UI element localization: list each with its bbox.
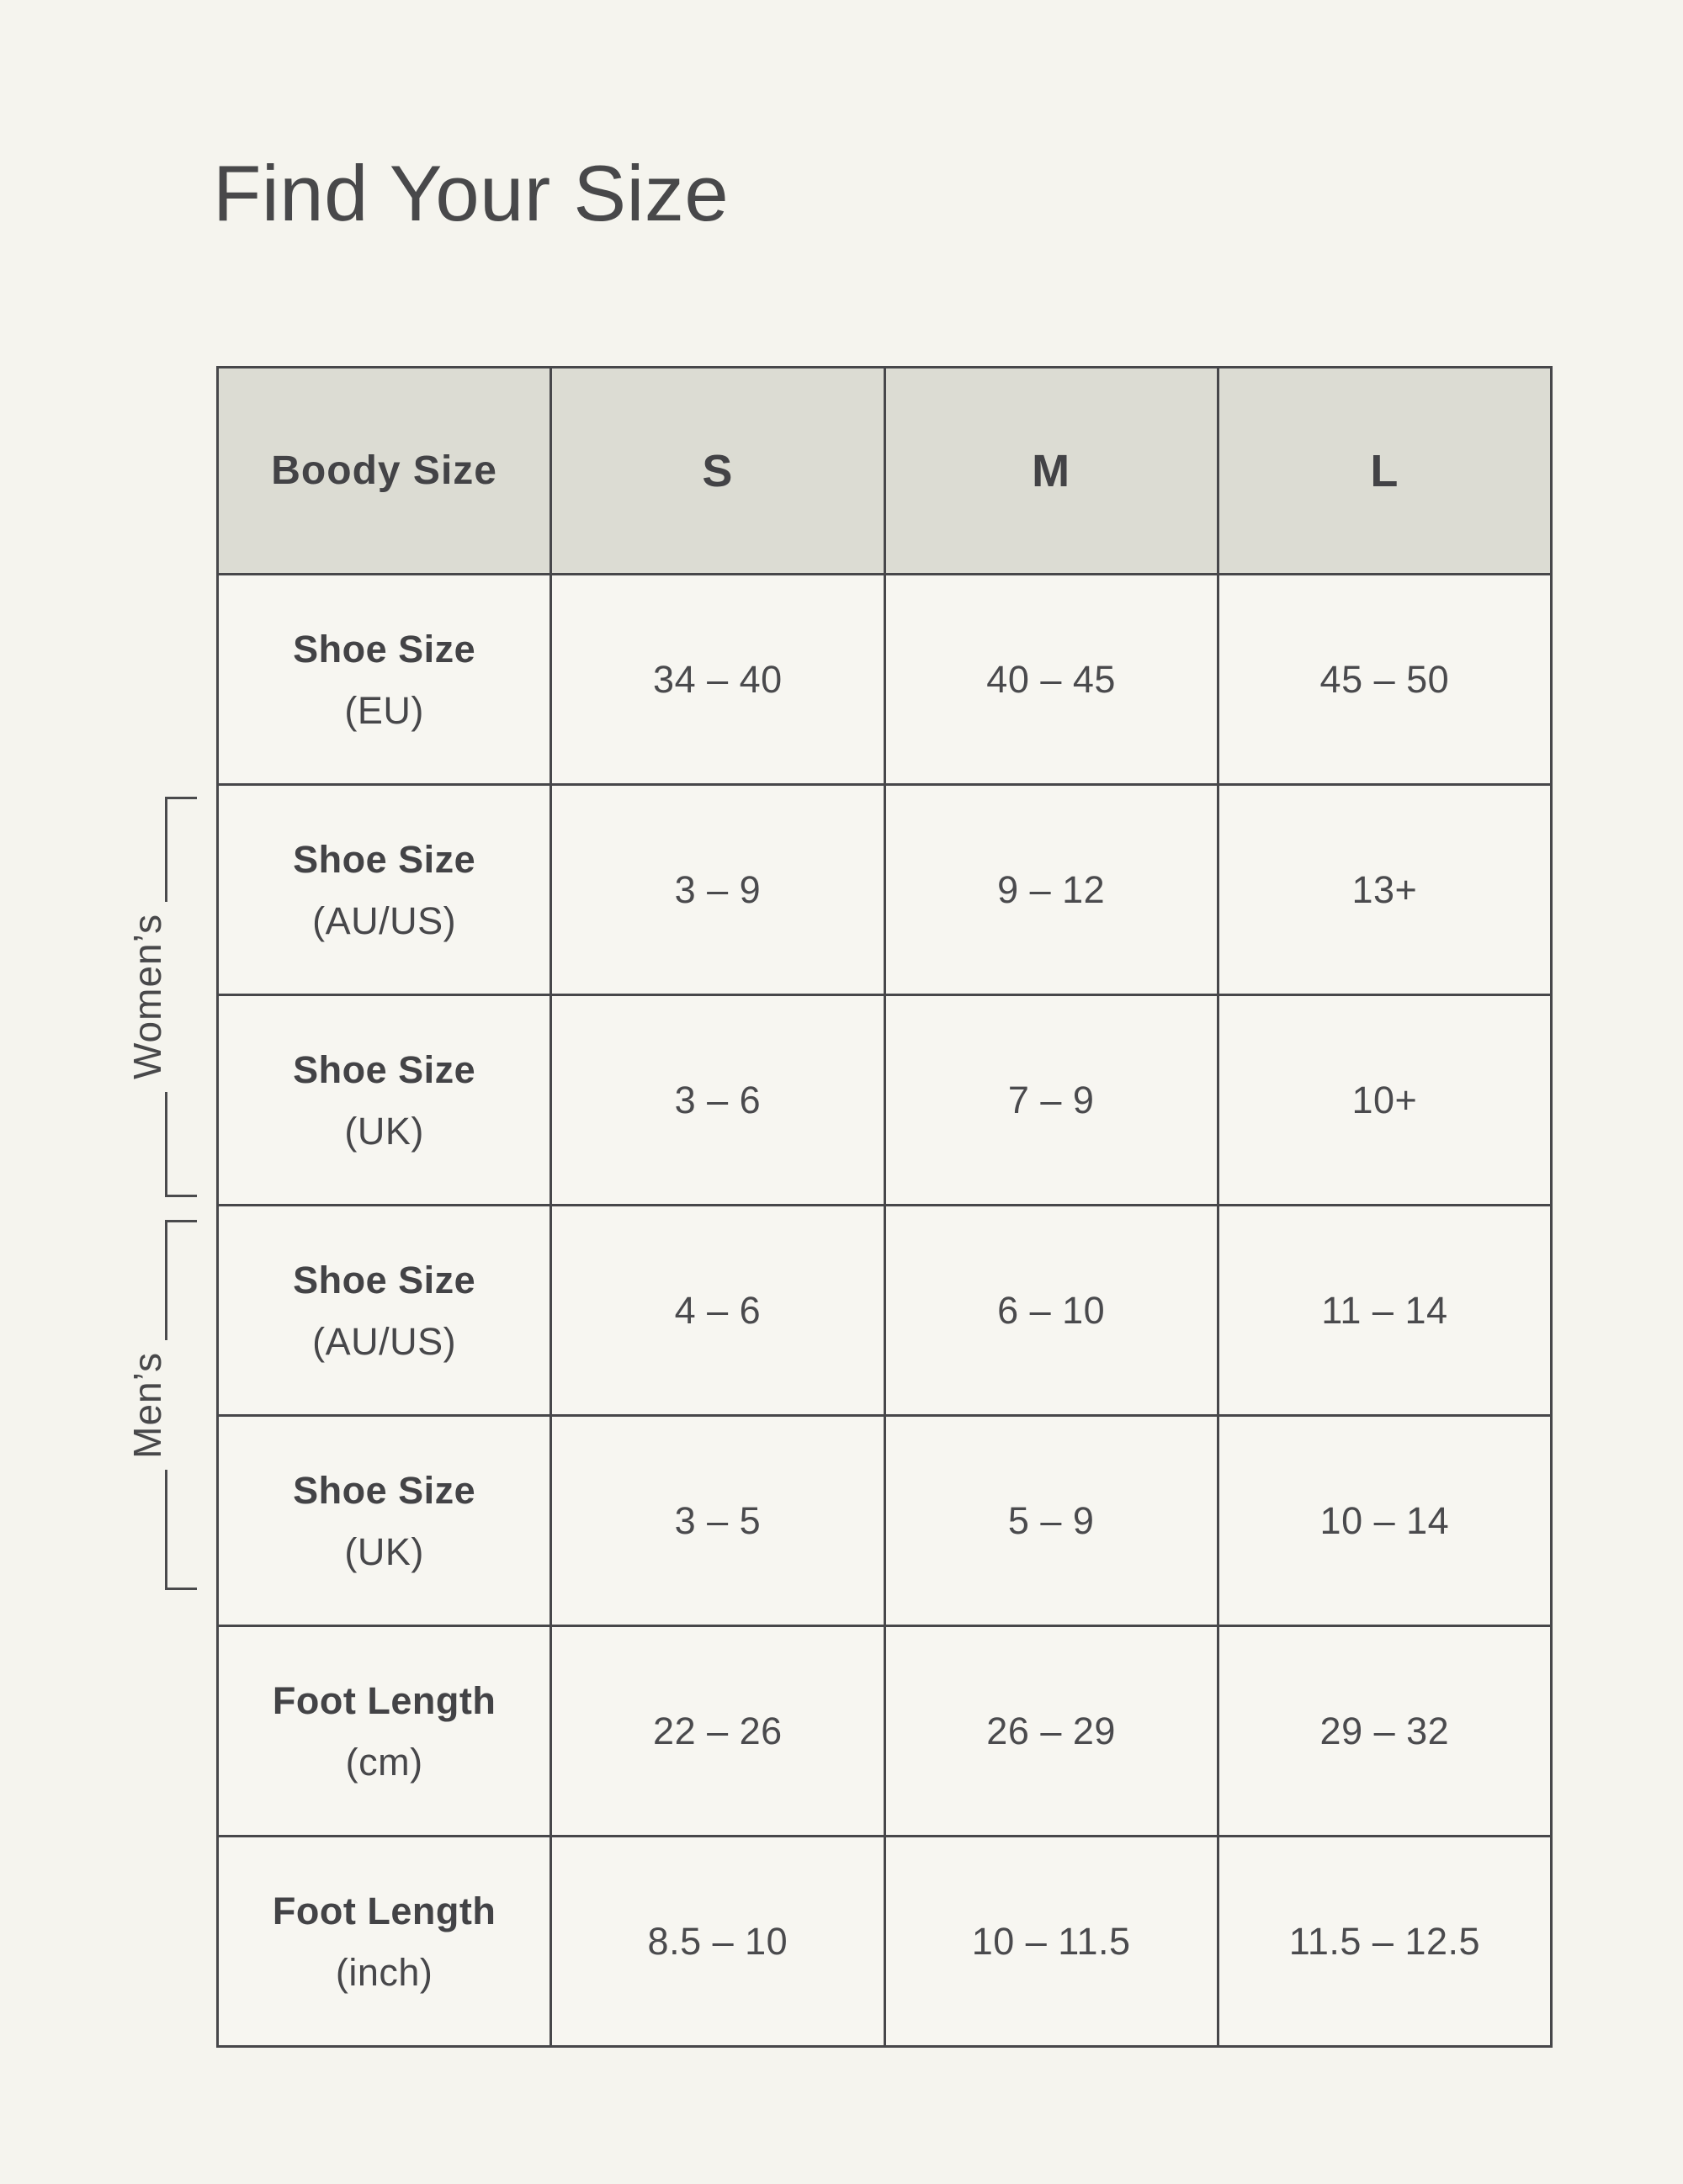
cell-l: 11.5 – 12.5 xyxy=(1216,1835,1553,2048)
table-row-foot-length-cm: Foot Length (cm) 22 – 26 26 – 29 29 – 32 xyxy=(215,1625,1553,1837)
cell-m: 10 – 11.5 xyxy=(883,1835,1219,2048)
womens-rows-bracket: Women’s xyxy=(125,797,197,1198)
row-header: Shoe Size (EU) xyxy=(215,573,553,786)
table-row-foot-length-inch: Foot Length (inch) 8.5 – 10 10 – 11.5 11… xyxy=(215,1835,1553,2048)
table-row-womens-shoe-uk: Shoe Size (UK) 3 – 6 7 – 9 10+ xyxy=(215,994,1553,1206)
table-row-womens-shoe-auus: Shoe Size (AU/US) 3 – 9 9 – 12 13+ xyxy=(215,783,1553,996)
row-label: Shoe Size xyxy=(293,1258,476,1301)
cell-m: 7 – 9 xyxy=(883,994,1219,1206)
womens-group-label: Women’s xyxy=(125,914,169,1080)
row-unit-label: (inch) xyxy=(335,1950,433,1994)
mens-rows-bracket: Men’s xyxy=(125,1220,197,1590)
row-label: Shoe Size xyxy=(293,1047,476,1091)
row-label: Foot Length xyxy=(272,1678,496,1722)
bracket-line-bottom xyxy=(165,1470,197,1590)
row-header: Shoe Size (AU/US) xyxy=(215,783,553,996)
row-unit-label: (UK) xyxy=(344,1529,424,1573)
row-header: Shoe Size (UK) xyxy=(215,994,553,1206)
cell-m: 40 – 45 xyxy=(883,573,1219,786)
cell-m: 26 – 29 xyxy=(883,1625,1219,1837)
row-label: Shoe Size xyxy=(293,627,476,671)
column-header-s: S xyxy=(549,366,886,575)
bracket-line-bottom xyxy=(165,1091,197,1198)
size-chart-table: Boody Size S M L Shoe Size (EU) 34 – 40 … xyxy=(215,366,1553,2048)
row-label: Foot Length xyxy=(272,1889,496,1932)
row-header: Shoe Size (AU/US) xyxy=(215,1204,553,1417)
cell-s: 3 – 6 xyxy=(549,994,886,1206)
row-unit-label: (UK) xyxy=(344,1109,424,1153)
bracket-line-top xyxy=(165,1220,197,1340)
cell-l: 10 – 14 xyxy=(1216,1414,1553,1627)
row-header: Shoe Size (UK) xyxy=(215,1414,553,1627)
cell-s: 3 – 9 xyxy=(549,783,886,996)
row-unit-label: (AU/US) xyxy=(312,1319,457,1363)
row-unit-label: (cm) xyxy=(345,1740,423,1784)
cell-s: 22 – 26 xyxy=(549,1625,886,1837)
row-unit-label: (EU) xyxy=(344,688,424,732)
cell-l: 29 – 32 xyxy=(1216,1625,1553,1837)
cell-s: 34 – 40 xyxy=(549,573,886,786)
row-label: Shoe Size xyxy=(293,837,476,881)
table-row-mens-shoe-auus: Shoe Size (AU/US) 4 – 6 6 – 10 11 – 14 xyxy=(215,1204,1553,1417)
cell-l: 11 – 14 xyxy=(1216,1204,1553,1417)
column-header-l: L xyxy=(1216,366,1553,575)
cell-m: 5 – 9 xyxy=(883,1414,1219,1627)
mens-group-label: Men’s xyxy=(125,1351,169,1459)
header-boody-size: Boody Size xyxy=(215,366,553,575)
table-row-shoe-eu: Shoe Size (EU) 34 – 40 40 – 45 45 – 50 xyxy=(215,573,1553,786)
cell-l: 10+ xyxy=(1216,994,1553,1206)
cell-l: 45 – 50 xyxy=(1216,573,1553,786)
cell-m: 9 – 12 xyxy=(883,783,1219,996)
table-row-mens-shoe-uk: Shoe Size (UK) 3 – 5 5 – 9 10 – 14 xyxy=(215,1414,1553,1627)
cell-l: 13+ xyxy=(1216,783,1553,996)
cell-s: 4 – 6 xyxy=(549,1204,886,1417)
cell-s: 8.5 – 10 xyxy=(549,1835,886,2048)
cell-s: 3 – 5 xyxy=(549,1414,886,1627)
page-title: Find Your Size xyxy=(213,149,730,237)
row-unit-label: (AU/US) xyxy=(312,899,457,942)
bracket-line-top xyxy=(165,797,197,903)
row-label: Shoe Size xyxy=(293,1468,476,1512)
table-header-row: Boody Size S M L xyxy=(215,366,1553,575)
cell-m: 6 – 10 xyxy=(883,1204,1219,1417)
row-header: Foot Length (inch) xyxy=(215,1835,553,2048)
column-header-m: M xyxy=(883,366,1219,575)
row-header: Foot Length (cm) xyxy=(215,1625,553,1837)
